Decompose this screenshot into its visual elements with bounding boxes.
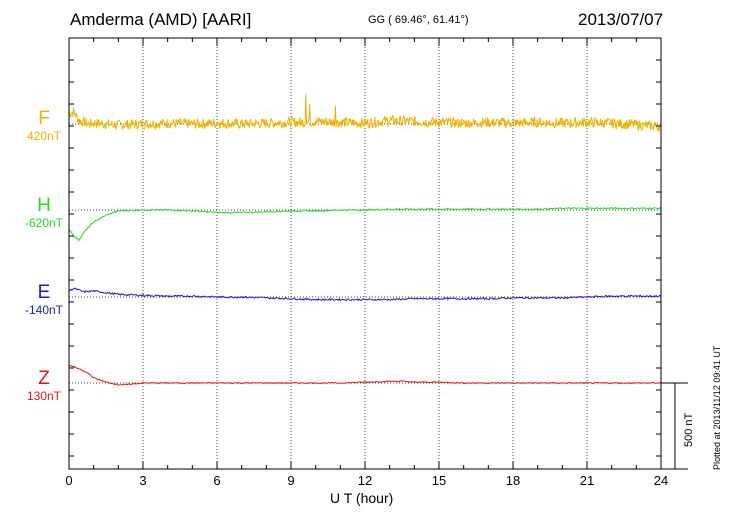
geographic-coordinates: GG ( 69.46°, 61.41°) [368, 14, 469, 26]
series-e-line [68, 287, 662, 302]
series-z-baseline-value: 130nT [27, 389, 62, 403]
x-tick-label: 18 [506, 473, 520, 488]
series-f-line [68, 93, 662, 132]
x-tick-label: 24 [654, 473, 668, 488]
plotted-timestamp: Plotted at 2013/11/12 09:41 UT [712, 345, 722, 470]
series-z-line [68, 365, 662, 386]
x-tick-label: 12 [358, 473, 372, 488]
series-z-label: Z [38, 368, 50, 389]
scale-bar-label: 500 nT [683, 412, 695, 447]
x-tick-label: 0 [65, 473, 72, 488]
x-tick-label: 9 [287, 473, 294, 488]
series-e-baseline-value: -140nT [25, 303, 64, 317]
station-title: Amderma (AMD) [AARI] [70, 10, 252, 29]
series-h-label: H [37, 195, 51, 216]
series-f-baseline-value: 420nT [27, 129, 62, 143]
x-axis-title: U T (hour) [330, 490, 394, 506]
series-h-line [68, 206, 662, 242]
date-label: 2013/07/07 [578, 10, 664, 29]
x-tick-label: 21 [580, 473, 594, 488]
series-f-label: F [38, 108, 50, 129]
series-h-baseline-value: -620nT [25, 216, 64, 230]
series-e-label: E [38, 282, 51, 303]
x-tick-label: 6 [213, 473, 220, 488]
x-tick-label: 15 [432, 473, 446, 488]
x-tick-label: 3 [139, 473, 146, 488]
